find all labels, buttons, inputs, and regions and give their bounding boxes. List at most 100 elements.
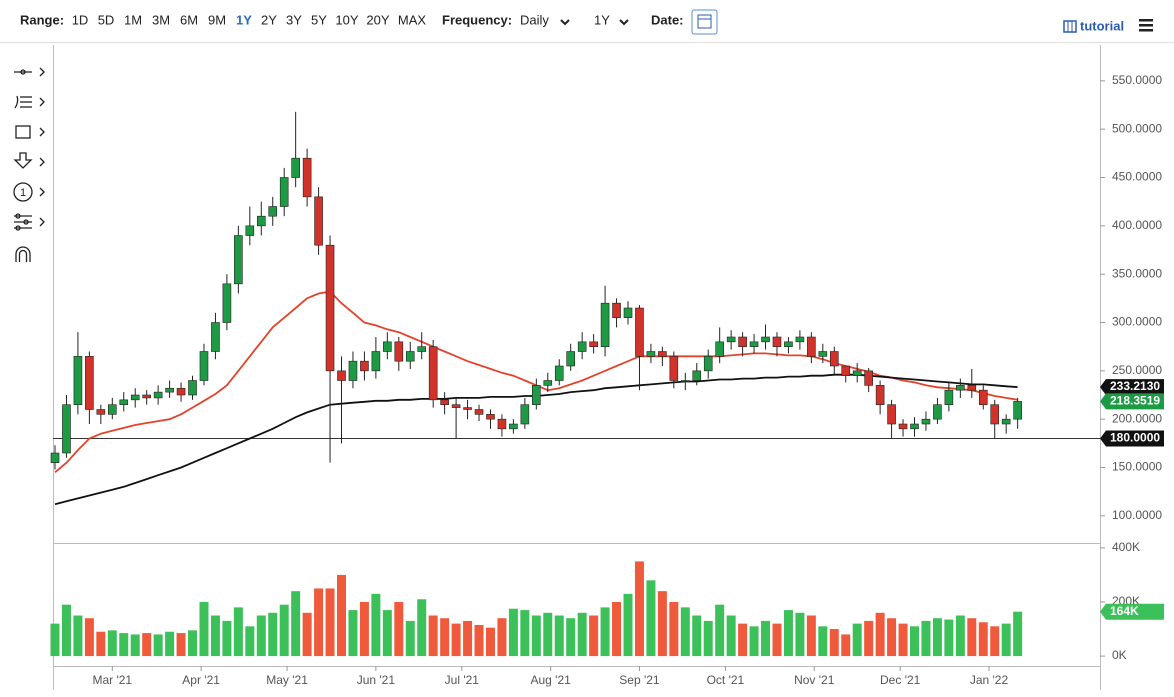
y-tick-label: 350.0000 [1112, 266, 1162, 280]
level-label-box [1100, 430, 1164, 447]
candle-body [635, 307, 644, 357]
volume-bar [451, 623, 461, 657]
candle-body [211, 322, 220, 352]
candle-body [807, 336, 816, 357]
candle-body [73, 356, 83, 405]
y-tick-label: 450.0000 [1112, 170, 1162, 184]
candle-body [715, 341, 724, 357]
range-button[interactable]: 1D [72, 12, 89, 27]
candle-body [554, 365, 564, 381]
volume-bar [61, 604, 71, 657]
range-button[interactable]: 5Y [311, 12, 327, 27]
candle-body [829, 351, 839, 367]
range-button[interactable]: 3M [152, 12, 170, 27]
volume-bar [703, 620, 713, 657]
candle-body [325, 244, 335, 372]
candle-body [933, 404, 942, 420]
candle-body [268, 206, 278, 217]
volume-bar [818, 626, 828, 657]
x-tick-label: Dec '21 [880, 673, 921, 687]
candle-body [371, 351, 381, 372]
candle-body [360, 360, 369, 372]
candle-body [245, 225, 255, 236]
menu-button[interactable] [1139, 19, 1153, 32]
tool-strip [13, 67, 45, 262]
x-tick-label: Mar '21 [92, 673, 132, 687]
candle-body [497, 418, 507, 430]
candle-body [566, 351, 576, 367]
range-button[interactable]: MAX [398, 12, 427, 27]
volume-bar [875, 612, 885, 657]
volume-bar [921, 620, 931, 657]
volume-bar [520, 610, 530, 657]
range-button[interactable]: 6M [180, 12, 198, 27]
x-tick-label: May '21 [266, 673, 308, 687]
volume-bar [337, 574, 346, 657]
candle-body [543, 380, 553, 386]
volume-bar [978, 622, 988, 657]
arrow-tool[interactable] [13, 152, 45, 169]
volume-bar [726, 615, 736, 657]
frequency-select[interactable]: Daily [520, 12, 549, 27]
candle-body [887, 404, 896, 425]
volume-bar [463, 620, 473, 657]
candle-body [956, 385, 965, 391]
number-tool[interactable] [13, 182, 45, 202]
shape-tool[interactable] [15, 125, 45, 139]
volume-bar [543, 612, 553, 657]
range-buttons: 1D 5D 1M 3M 6M 9M 1Y 2Y 3Y 5Y 10Y 20Y MAX [72, 12, 427, 27]
candle-body [600, 302, 610, 347]
candle-body [612, 302, 621, 318]
magnet-tool[interactable] [15, 246, 31, 262]
volume-bar [130, 634, 140, 657]
volume-bar [944, 619, 954, 657]
tutorial-link[interactable]: tutorial [1080, 18, 1124, 33]
line-tool[interactable] [14, 67, 45, 77]
candle-body [314, 196, 323, 246]
volume-bar [680, 607, 690, 657]
volume-bar [233, 607, 243, 657]
calendar-button[interactable] [691, 9, 718, 35]
candle-body [199, 351, 209, 381]
candle-body [795, 336, 805, 343]
volume-bar [405, 620, 415, 657]
volume-bar [566, 618, 576, 657]
range-button[interactable]: 20Y [366, 12, 389, 27]
candle-body [990, 404, 1000, 425]
candle-body [234, 235, 243, 285]
fib-tool[interactable] [14, 95, 45, 109]
volume-bar [84, 618, 94, 657]
volume-bar [153, 634, 163, 657]
range-button[interactable]: 3Y [286, 12, 302, 27]
volume-bar [314, 588, 324, 657]
range-button[interactable]: 1M [124, 12, 142, 27]
range-button[interactable]: 1Y [236, 12, 252, 27]
y-tick-label: 150.0000 [1112, 460, 1162, 474]
x-tick-label: Jun '21 [357, 673, 396, 687]
period-select[interactable]: 1Y [594, 12, 610, 27]
candle-body [509, 423, 518, 430]
volume-bar [107, 630, 117, 657]
volume-bar [577, 612, 587, 657]
candle-body [383, 341, 392, 352]
chevron [560, 19, 570, 26]
close-last-label: 218.3519 [1110, 394, 1160, 408]
volume-bar [119, 633, 129, 657]
candle-body [532, 385, 541, 405]
range-button[interactable]: 5D [98, 12, 115, 27]
volume-bar [623, 593, 633, 657]
range-button[interactable]: 9M [208, 12, 226, 27]
candle-body [451, 404, 461, 408]
candle-body [279, 177, 289, 207]
candle-body [85, 356, 94, 410]
candle-body [669, 356, 679, 381]
range-button[interactable]: 2Y [261, 12, 277, 27]
volume-bar [417, 599, 427, 657]
tutorial-icon[interactable] [1063, 20, 1077, 33]
date-label: Date: [651, 12, 684, 27]
pattern-tool[interactable] [14, 213, 45, 231]
volume-bar [990, 626, 1000, 657]
candle-body [772, 336, 782, 347]
candle-body [1001, 418, 1011, 425]
range-button[interactable]: 10Y [335, 12, 358, 27]
